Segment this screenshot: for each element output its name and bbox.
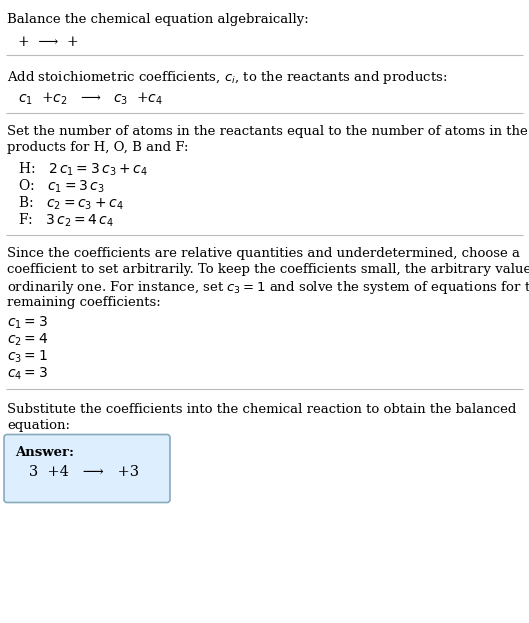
Text: F:   $3\,c_2 = 4\,c_4$: F: $3\,c_2 = 4\,c_4$ [18,211,114,229]
Text: B:   $c_2 = c_3 + c_4$: B: $c_2 = c_3 + c_4$ [18,194,124,212]
Text: O:   $c_1 = 3\,c_3$: O: $c_1 = 3\,c_3$ [18,178,105,195]
Text: $c_4 = 3$: $c_4 = 3$ [7,366,48,383]
Text: products for H, O, B and F:: products for H, O, B and F: [7,141,188,155]
Text: ordinarily one. For instance, set $c_3 = 1$ and solve the system of equations fo: ordinarily one. For instance, set $c_3 =… [7,280,529,297]
Text: Add stoichiometric coefficients, $c_i$, to the reactants and products:: Add stoichiometric coefficients, $c_i$, … [7,69,448,86]
Text: Balance the chemical equation algebraically:: Balance the chemical equation algebraica… [7,13,309,26]
Text: $c_1 = 3$: $c_1 = 3$ [7,315,48,331]
Text: $c_1$  +$c_2$   ⟶   $c_3$  +$c_4$: $c_1$ +$c_2$ ⟶ $c_3$ +$c_4$ [18,91,163,107]
Text: coefficient to set arbitrarily. To keep the coefficients small, the arbitrary va: coefficient to set arbitrarily. To keep … [7,263,529,276]
Text: Substitute the coefficients into the chemical reaction to obtain the balanced: Substitute the coefficients into the che… [7,403,516,416]
Text: $c_3 = 1$: $c_3 = 1$ [7,349,48,366]
Text: $c_2 = 4$: $c_2 = 4$ [7,332,48,348]
Text: +  ⟶  +: + ⟶ + [18,35,79,49]
FancyBboxPatch shape [4,434,170,503]
Text: Set the number of atoms in the reactants equal to the number of atoms in the: Set the number of atoms in the reactants… [7,125,528,138]
Text: 3  +4   ⟶   +3: 3 +4 ⟶ +3 [15,465,139,480]
Text: remaining coefficients:: remaining coefficients: [7,296,161,309]
Text: equation:: equation: [7,419,70,432]
Text: H:   $2\,c_1 = 3\,c_3 + c_4$: H: $2\,c_1 = 3\,c_3 + c_4$ [18,161,148,178]
Text: Since the coefficients are relative quantities and underdetermined, choose a: Since the coefficients are relative quan… [7,247,520,260]
Text: Answer:: Answer: [15,445,74,459]
